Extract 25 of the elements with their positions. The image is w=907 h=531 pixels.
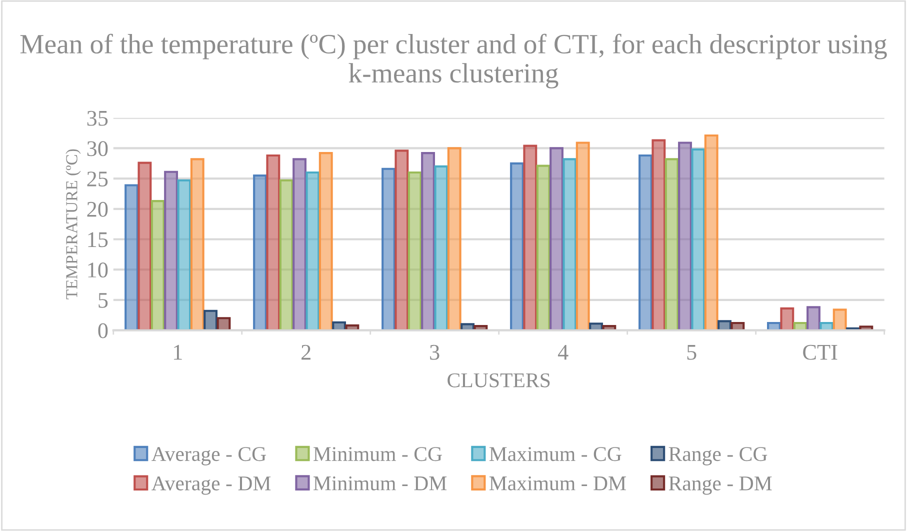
legend-label: Average - CG: [151, 447, 266, 466]
y-tick-label: 25: [87, 172, 108, 186]
legend-label: Maximum - CG: [489, 447, 622, 462]
y-tick-label: 30: [87, 141, 108, 156]
y-tick-label: 20: [87, 202, 108, 217]
x-axis-title: CLUSTERS: [448, 373, 550, 388]
chart-title: Mean of the temperature (ºC) per cluster and of CTI, for each descriptor using k-means clustering: [20, 34, 887, 88]
x-tick-label: 5: [687, 345, 696, 360]
legend-label: Minimum - CG: [314, 447, 442, 462]
legend-label: Range - DM: [668, 476, 772, 495]
legend-label: Range - CG: [668, 447, 768, 466]
y-tick-label: 10: [88, 262, 108, 278]
y-tick-label: 5: [98, 293, 108, 308]
x-tick-label: CTI: [803, 344, 838, 360]
x-tick-label: 2: [302, 344, 310, 360]
y-tick-label: 15: [88, 232, 108, 248]
y-tick-label: 0: [98, 323, 108, 338]
y-axis-title: TEMPERATURE (ºC): [66, 149, 81, 300]
y-tick-label: 35: [87, 110, 108, 126]
legend-label: Minimum - DM: [314, 476, 447, 490]
x-tick-label: 4: [558, 344, 568, 360]
legend-label: Average - DM: [151, 476, 271, 495]
x-tick-label: 3: [430, 344, 440, 360]
legend-label: Maximum - DM: [489, 476, 626, 490]
x-tick-label: 1: [174, 344, 182, 360]
